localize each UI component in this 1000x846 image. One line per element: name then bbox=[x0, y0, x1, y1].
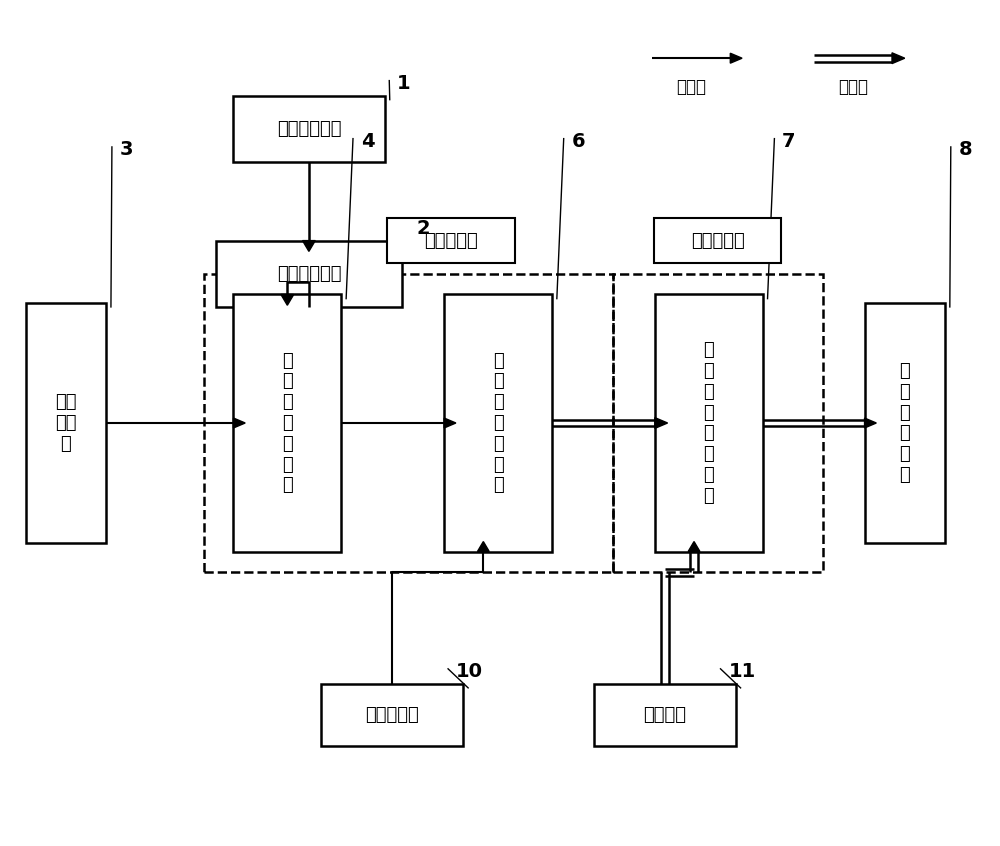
Bar bbox=[216, 240, 402, 307]
Bar bbox=[387, 217, 515, 263]
Text: 光
电
下
变
换
单
元: 光 电 下 变 换 单 元 bbox=[493, 352, 503, 494]
Text: 信号输入单元: 信号输入单元 bbox=[277, 119, 341, 138]
Polygon shape bbox=[655, 418, 668, 428]
Text: 高
中
频
下
变
频
单
元: 高 中 频 下 变 频 单 元 bbox=[703, 341, 714, 505]
Text: 4: 4 bbox=[361, 132, 374, 151]
Polygon shape bbox=[730, 53, 742, 63]
Text: 第二级变频: 第二级变频 bbox=[691, 232, 744, 250]
Polygon shape bbox=[892, 52, 905, 63]
Polygon shape bbox=[688, 541, 700, 552]
Bar bbox=[204, 274, 613, 572]
Polygon shape bbox=[233, 418, 245, 428]
Text: 信
号
输
出
单
元: 信 号 输 出 单 元 bbox=[899, 362, 910, 484]
Text: 7: 7 bbox=[782, 132, 796, 151]
Text: 8: 8 bbox=[959, 140, 972, 159]
Text: 电
光
上
变
换
单
元: 电 光 上 变 换 单 元 bbox=[282, 352, 293, 494]
Bar bbox=[655, 294, 763, 552]
Bar bbox=[654, 217, 781, 263]
Text: 电路径: 电路径 bbox=[838, 78, 868, 96]
Text: 电预处理单元: 电预处理单元 bbox=[277, 265, 341, 283]
Polygon shape bbox=[444, 418, 456, 428]
Polygon shape bbox=[865, 418, 876, 428]
Bar bbox=[865, 303, 945, 543]
Polygon shape bbox=[477, 541, 489, 552]
Bar bbox=[594, 684, 736, 746]
Bar bbox=[321, 684, 463, 746]
Text: 3: 3 bbox=[120, 140, 133, 159]
Text: 2: 2 bbox=[417, 218, 430, 238]
Bar bbox=[444, 294, 552, 552]
Text: 光路径: 光路径 bbox=[676, 78, 706, 96]
Bar bbox=[233, 96, 385, 162]
Text: 6: 6 bbox=[572, 132, 585, 151]
Text: 1: 1 bbox=[397, 74, 411, 92]
Text: 本振激光器: 本振激光器 bbox=[365, 706, 419, 724]
Text: 11: 11 bbox=[728, 662, 756, 681]
Polygon shape bbox=[303, 240, 315, 251]
Bar bbox=[26, 303, 106, 543]
Polygon shape bbox=[281, 294, 294, 305]
Text: 电本振源: 电本振源 bbox=[643, 706, 686, 724]
Text: 10: 10 bbox=[456, 662, 483, 681]
Bar bbox=[233, 294, 341, 552]
Bar bbox=[613, 274, 823, 572]
Text: 载波
激光
器: 载波 激光 器 bbox=[55, 393, 77, 453]
Text: 第一级变频: 第一级变频 bbox=[424, 232, 478, 250]
